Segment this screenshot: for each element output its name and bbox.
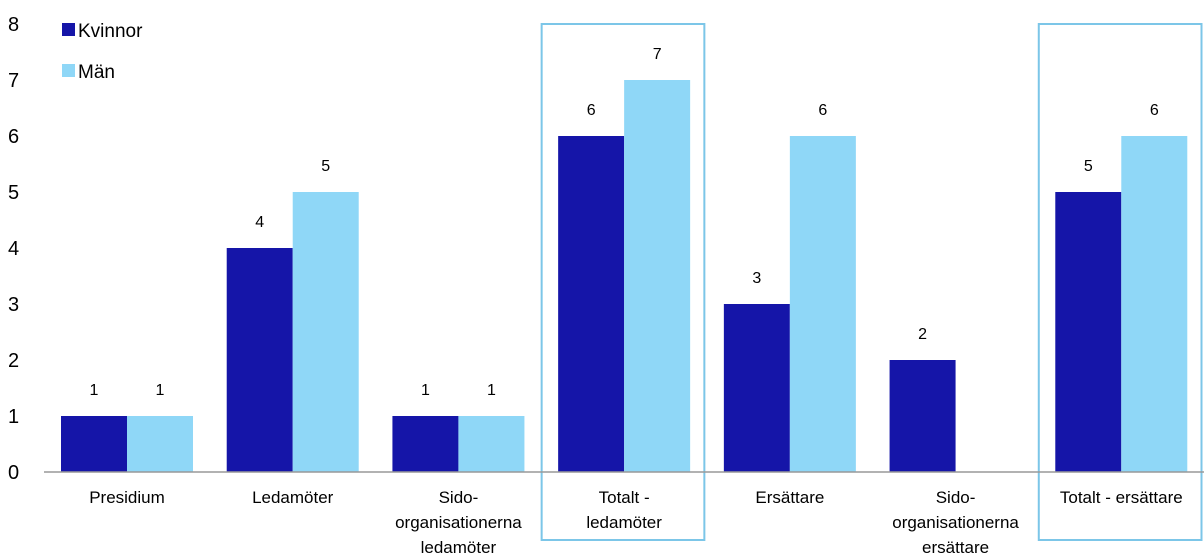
data-label: 1	[421, 382, 430, 399]
data-label: 6	[587, 102, 596, 119]
category-label: Sido-	[936, 488, 976, 507]
category-label: Ersättare	[755, 488, 824, 507]
legend-swatch-kvinnor	[62, 23, 75, 36]
y-tick-label: 7	[8, 70, 19, 92]
bar-kvinnor	[226, 248, 293, 472]
y-tick-label: 8	[8, 14, 19, 36]
data-label: 1	[156, 382, 165, 399]
data-label: 1	[90, 382, 99, 399]
category-label: ledamöter	[421, 538, 497, 557]
bar-man	[458, 416, 525, 472]
data-label: 6	[1150, 102, 1159, 119]
highlight-box	[540, 23, 706, 541]
legend-label-kvinnor: Kvinnor	[78, 21, 143, 42]
data-label: 7	[653, 46, 662, 63]
y-tick-label: 6	[8, 126, 19, 148]
legend-label-man: Män	[78, 62, 115, 83]
y-tick-label: 1	[8, 406, 19, 428]
bar-man	[624, 80, 691, 472]
bar-kvinnor	[558, 136, 625, 472]
category-label: Totalt - ersättare	[1060, 488, 1183, 507]
category-label: ledamöter	[586, 513, 662, 532]
data-label: 5	[1084, 158, 1093, 175]
y-axis-ticks: 0 1 2 3 4 5 6 7 8	[8, 14, 19, 484]
data-label: 6	[818, 102, 827, 119]
bars	[61, 80, 1188, 472]
bar-man	[292, 192, 359, 472]
category-label: organisationerna	[395, 513, 522, 532]
y-tick-label: 4	[8, 238, 19, 260]
bar-man	[789, 136, 856, 472]
bar-man	[127, 416, 193, 472]
data-label: 3	[752, 270, 761, 287]
bar-kvinnor	[1055, 192, 1122, 472]
category-label: organisationerna	[892, 513, 1019, 532]
legend-swatch-man	[62, 64, 75, 77]
data-label: 4	[255, 214, 264, 231]
category-label: Totalt -	[599, 488, 650, 507]
category-label: Presidium	[89, 488, 165, 507]
y-tick-label: 3	[8, 294, 19, 316]
legend: Kvinnor Män	[62, 21, 143, 83]
data-label: 5	[321, 158, 330, 175]
bar-kvinnor	[392, 416, 459, 472]
data-label: 1	[487, 382, 496, 399]
highlight-boxes	[540, 23, 1203, 541]
category-labels: Presidium Ledamöter Sido-organisationerna l…	[89, 488, 1182, 557]
category-label: ersättare	[922, 538, 989, 557]
data-label: 2	[918, 326, 927, 343]
y-tick-label: 0	[8, 462, 19, 484]
bar-man	[1121, 136, 1188, 472]
y-tick-label: 2	[8, 350, 19, 372]
bar-kvinnor	[61, 416, 127, 472]
highlight-box	[1037, 23, 1203, 541]
bar-kvinnor	[723, 304, 790, 472]
category-label: Ledamöter	[252, 488, 334, 507]
data-labels: 1 4 1 6 3 2 5 1 5 1 7 6 6	[90, 46, 1159, 399]
category-label: Sido-	[439, 488, 479, 507]
bar-kvinnor	[889, 360, 956, 472]
y-tick-label: 5	[8, 182, 19, 204]
